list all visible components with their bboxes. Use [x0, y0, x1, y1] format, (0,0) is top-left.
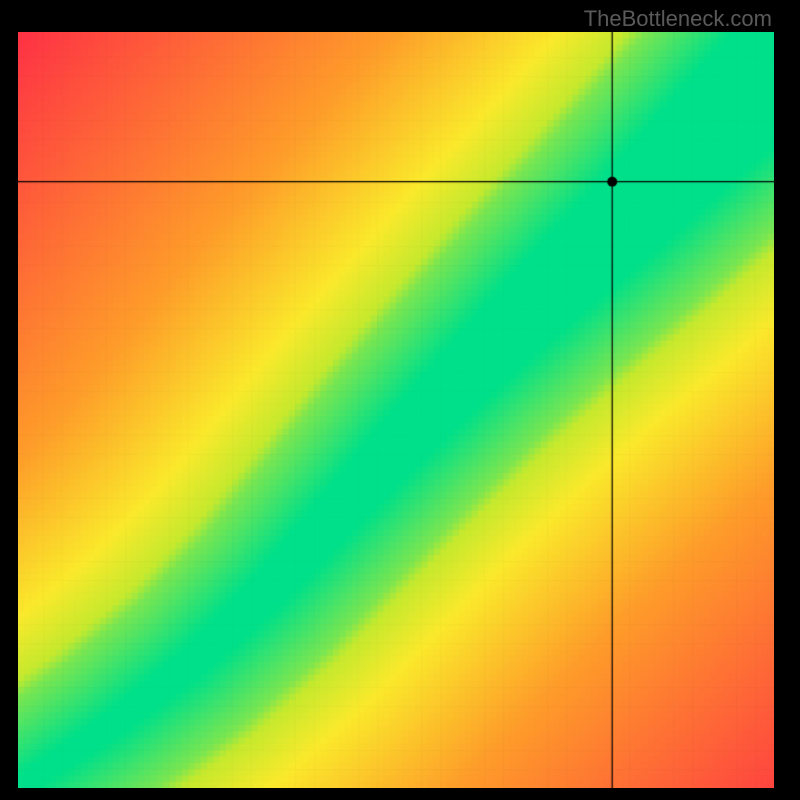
- watermark-text: TheBottleneck.com: [584, 6, 772, 32]
- bottleneck-heatmap: [18, 32, 774, 788]
- heatmap-canvas: [18, 32, 774, 788]
